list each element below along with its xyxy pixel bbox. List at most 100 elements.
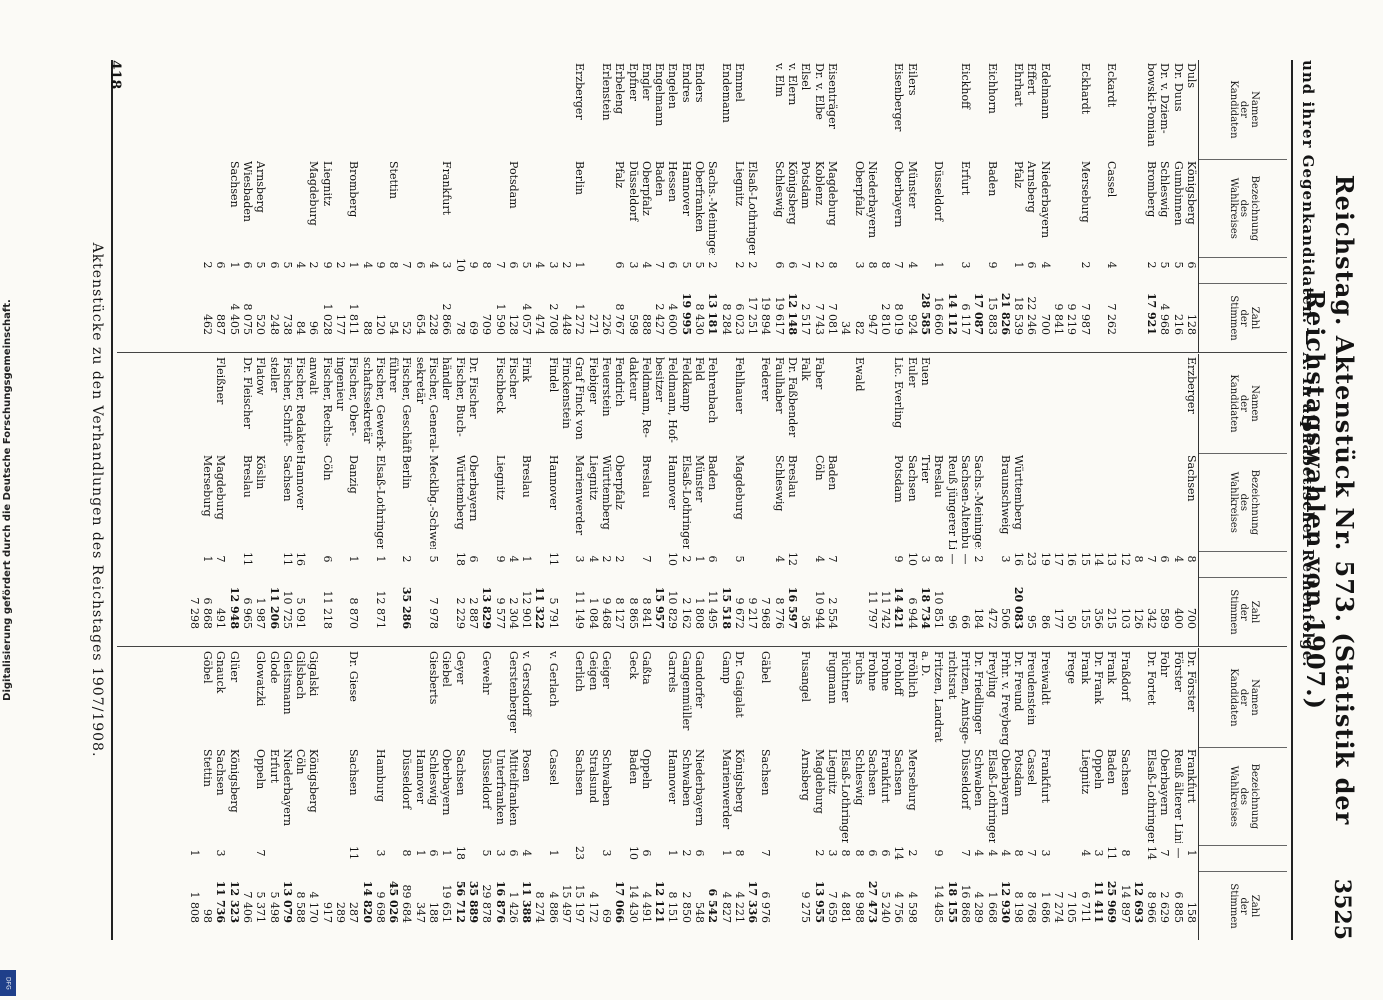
table-row: Flatow Köslin 1 987	[254, 354, 267, 646]
kreis-number	[1118, 255, 1131, 275]
vote-count: 947	[865, 314, 879, 335]
vote-count: 17 336	[746, 880, 760, 923]
vote-count: 188	[427, 902, 441, 923]
vote-count: 1 590	[493, 303, 507, 336]
wahlkreis: Hannover	[666, 455, 680, 510]
candidate-name: Geigen	[586, 651, 600, 691]
wahlkreis	[932, 747, 945, 843]
kreis-number: 3	[599, 849, 613, 857]
wahlkreis	[613, 747, 626, 843]
vote-count: 2 304	[506, 597, 520, 630]
table-row: steller 11 206	[267, 354, 281, 646]
kreis-number	[307, 549, 320, 569]
kreis-number: 4	[1038, 261, 1052, 269]
kreis-number: 6	[320, 555, 334, 563]
vote-count: 6 117	[958, 303, 972, 336]
vote-count: 4 405	[227, 303, 241, 336]
kreis-number: 14	[1145, 846, 1159, 860]
vote-count: 7 659	[825, 891, 839, 924]
column-header: Namen der Kandidaten Bezeichnung des Wahl…	[1198, 354, 1287, 646]
kreis-number: 23	[573, 846, 587, 860]
candidate-name: Fugmann	[825, 651, 839, 704]
wahlkreis: Württemberg	[1012, 455, 1026, 530]
vote-count: 88	[360, 321, 374, 335]
candidate-name: Eilers	[905, 63, 919, 96]
wahlkreis: Oberbayern	[998, 749, 1012, 816]
candidate-name: Findel	[546, 357, 560, 393]
wahlkreis: Arnsberg	[254, 161, 268, 213]
candidate-name: Glowatzki	[254, 651, 268, 707]
wahlkreis	[334, 747, 347, 843]
table-row: Erzberger Sachsen 8 700	[1185, 354, 1198, 646]
dfg-logo: DFG	[0, 970, 16, 996]
wahlkreis: Niederbayern	[1038, 161, 1052, 239]
vote-count: 589	[1158, 608, 1172, 629]
table-row: 14 820	[360, 648, 374, 940]
table-row: Eisenträger Magdeburg 8 7 081	[826, 60, 839, 352]
table-row: 7 274	[1052, 648, 1065, 940]
table-row: Eisenberger Oberbayern 7 8 019	[892, 60, 905, 352]
kreis-number: 1	[932, 261, 946, 269]
wahlkreis	[1065, 453, 1078, 549]
kreis-number: 2	[679, 555, 693, 563]
candidate-name: Giebel	[440, 651, 454, 687]
table-row: Lic. Everling Potsdam 9 14 421	[892, 354, 905, 646]
candidate-name: Gewehr	[480, 651, 494, 695]
wahlkreis	[520, 159, 533, 255]
table-row: 7 406	[241, 648, 254, 940]
table-row: Gangenmüller Schwaben 2 2 850	[679, 648, 693, 940]
wahlkreis: Magdeburg	[825, 161, 839, 226]
kreis-number	[227, 549, 240, 569]
wahlkreis: Mittelfranken	[506, 749, 520, 826]
candidate-name	[866, 60, 879, 159]
table-row: Fischer, Redakteur Hannover 16 5 091	[294, 354, 307, 646]
column-header: Namen der Kandidaten Bezeichnung des Wahl…	[1198, 60, 1287, 352]
table-row: Falk 36	[799, 354, 812, 646]
table-row: Merseburg 1 6 868	[201, 354, 214, 646]
kreis-number: 5	[254, 261, 268, 269]
wahlkreis: Trier	[919, 455, 933, 483]
kreis-number: 1	[201, 555, 215, 563]
kreis-number: 3	[546, 261, 560, 269]
vote-count: 15 518	[719, 586, 733, 629]
candidate-name: führer	[387, 357, 401, 393]
wahlkreis	[626, 453, 639, 549]
kreis-number: 7	[1025, 849, 1039, 857]
wahlkreis: Potsdam	[799, 161, 813, 209]
candidate-name	[879, 60, 892, 159]
wahlkreis: Merseburg	[1078, 161, 1092, 223]
kreis-number	[985, 549, 998, 569]
wahlkreis: Liegnitz	[320, 161, 334, 207]
table-row: Federer 7 968	[759, 354, 773, 646]
wahlkreis	[719, 453, 732, 549]
wahlkreis: Danzig	[347, 455, 361, 494]
table-row: Freiwaldt Frankfurt 3 1 686	[1038, 648, 1052, 940]
candidate-name: Fischer, Redakteur	[294, 357, 308, 453]
table-row: Fehrenbach Baden 6 11 495	[706, 354, 719, 646]
vote-count: 6 868	[201, 597, 215, 630]
table-row: Edelmann Niederbayern 4 700	[1038, 60, 1052, 352]
vote-count: 69	[599, 909, 613, 923]
wahlkreis	[719, 159, 732, 255]
wahlkreis: Gumbinnen	[1171, 161, 1185, 226]
wahlkreis: Württemberg	[453, 455, 467, 530]
candidate-name: Emmel	[732, 63, 746, 102]
kreis-number: 18	[453, 552, 467, 566]
vote-count: 6 542	[706, 888, 720, 923]
kreis-number: 1	[719, 849, 733, 857]
vote-count: 12 948	[227, 586, 241, 629]
wahlkreis: Unterfranken	[493, 749, 507, 825]
candidate-name	[786, 648, 799, 747]
wahlkreis: Erfurt	[958, 161, 972, 196]
kreis-number: —	[1171, 847, 1185, 859]
wahlkreis: Baden	[706, 455, 720, 491]
table-row: Geck Baden 10 14 430	[626, 648, 640, 940]
vote-count: 13 079	[280, 880, 294, 923]
wahlkreis: Schleswig	[427, 749, 441, 806]
table-row: Dr. Giese Sachsen 11 287	[347, 648, 360, 940]
candidate-name	[187, 354, 200, 453]
table-row: Fischer, Schrift- Sachsen 11 10 725	[281, 354, 294, 646]
kreis-number: 6	[427, 849, 441, 857]
wahlkreis: Braunschweig	[998, 455, 1012, 535]
kreis-number	[799, 549, 812, 569]
